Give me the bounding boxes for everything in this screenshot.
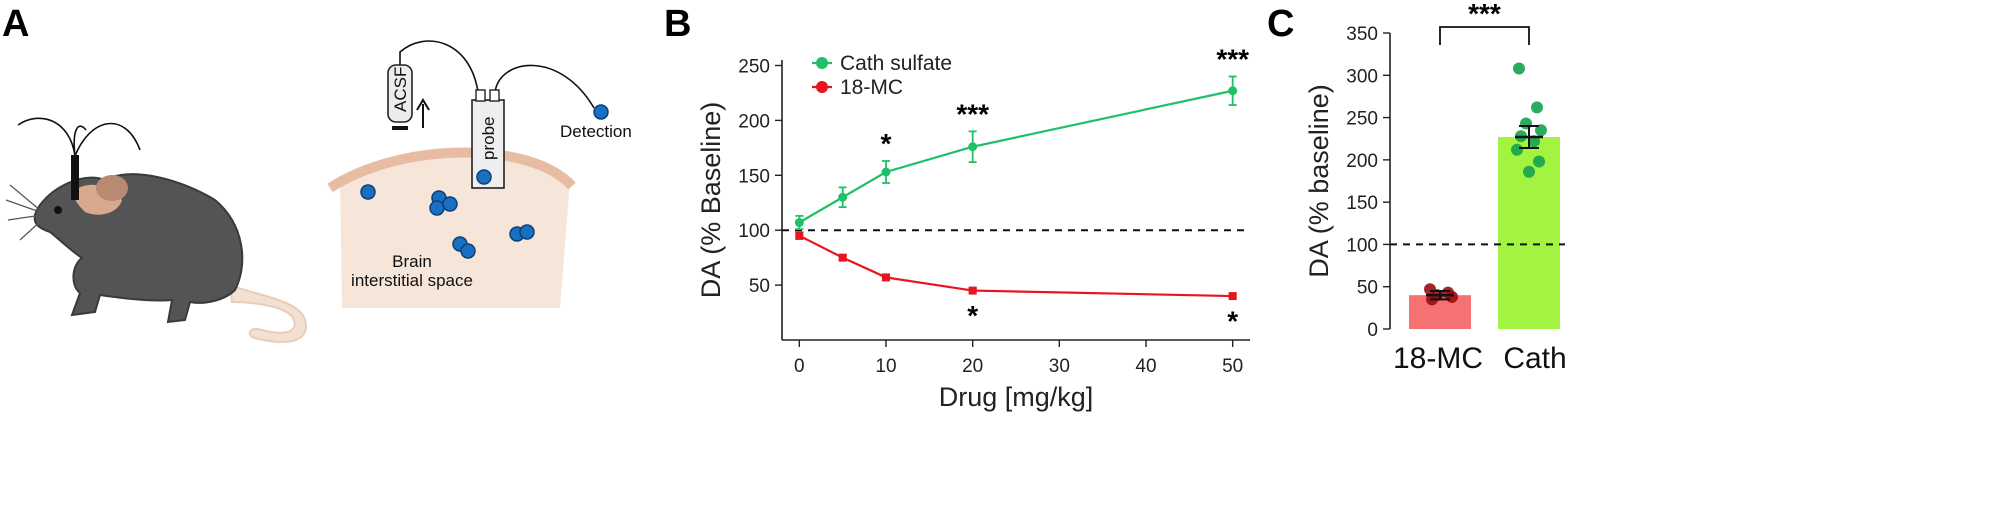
significance-marker: * — [967, 300, 978, 331]
tubing-lines — [399, 40, 595, 109]
category-label: 18-MC — [1393, 342, 1483, 375]
data-point — [794, 218, 804, 228]
line-chart: 50 100 150 200 250 0 10 20 30 40 50 Drug [mg/kg] DA … — [696, 43, 1250, 412]
brain-surface — [327, 147, 576, 193]
mouse-ear — [96, 175, 128, 201]
individual-data-point — [1531, 101, 1543, 114]
individual-data-point — [1520, 117, 1532, 130]
brain-label-line1: Brain — [392, 252, 432, 271]
y-tick-label: 150 — [1346, 193, 1378, 214]
panel-c-label: C — [1267, 3, 1294, 45]
significance-bracket — [1439, 26, 1530, 45]
legend-swatch-marker — [816, 81, 828, 93]
y-tick-label: 300 — [1346, 66, 1378, 87]
detection-label: Detection — [560, 122, 632, 141]
significance-marker: *** — [1468, 0, 1501, 29]
legend-label: 18-MC — [840, 76, 903, 99]
y-axis-label: DA (% baseline) — [1304, 84, 1334, 278]
significance-marker: *** — [1216, 43, 1249, 74]
mouse-whiskers — [5, 184, 45, 241]
bar-chart: 0 50 100 150 200 250 300 350 DA (% baseline) 18-M… — [1304, 0, 1567, 375]
significance-marker: * — [881, 128, 892, 159]
acsf-label: ACSF — [391, 67, 410, 112]
significance-marker: *** — [956, 98, 989, 129]
data-point — [1228, 86, 1238, 96]
data-point — [838, 192, 848, 202]
series-line — [798, 234, 1233, 298]
panel-c: C 0 50 100 150 200 250 300 350 DA (% baseline) 18… — [1267, 0, 1567, 375]
y-tick-label: 150 — [738, 166, 770, 187]
y-tick-label: 100 — [738, 221, 770, 242]
probe-port-right — [489, 89, 500, 102]
bar — [1409, 295, 1471, 329]
series-line — [798, 89, 1233, 224]
y-tick-label: 250 — [1346, 109, 1378, 130]
brain-tissue — [340, 151, 570, 308]
significance-marker: * — [1227, 305, 1238, 336]
x-tick-label: 30 — [1049, 356, 1070, 377]
x-tick-label: 40 — [1135, 356, 1156, 377]
mouse-eye — [54, 206, 62, 214]
panel-b: B 50 100 150 200 250 0 10 20 30 40 50 Drug [mg/kg] D… — [664, 3, 1250, 412]
panel-a: A ACSF probe Detection — [2, 3, 632, 343]
individual-data-point — [1446, 290, 1458, 303]
x-tick-label: 20 — [962, 356, 983, 377]
x-tick-label: 10 — [875, 356, 896, 377]
dopamine-molecules — [360, 169, 535, 259]
data-point — [881, 167, 891, 177]
data-point — [1228, 292, 1237, 301]
microdialysis-schematic: ACSF probe Detection Brain interstitial … — [327, 40, 632, 308]
y-tick-label: 250 — [738, 56, 770, 77]
implant-cannula — [71, 155, 79, 200]
panel-a-label: A — [2, 3, 29, 45]
individual-data-point — [1513, 62, 1525, 75]
probe-port-left — [475, 89, 486, 102]
data-point — [968, 286, 977, 295]
flow-arrow — [416, 98, 430, 128]
individual-data-point — [1535, 124, 1547, 137]
mouse-illustration — [5, 117, 307, 343]
y-tick-label: 100 — [1346, 235, 1378, 256]
y-tick-label: 350 — [1346, 24, 1378, 45]
x-axis-label: Drug [mg/kg] — [939, 382, 1094, 412]
acsf-syringe — [387, 64, 413, 123]
x-tick-label: 0 — [794, 356, 805, 377]
y-tick-label: 0 — [1367, 320, 1378, 341]
detection-molecule — [593, 104, 609, 120]
y-tick-label: 50 — [749, 276, 770, 297]
individual-data-point — [1511, 143, 1523, 156]
brain-label-line2: interstitial space — [351, 271, 473, 290]
data-point — [838, 253, 847, 262]
probe-label: probe — [479, 117, 498, 160]
mouse-tail — [228, 283, 307, 343]
data-point — [968, 142, 978, 152]
y-axis-label: DA (% Baseline) — [696, 102, 726, 299]
category-label: Cath — [1503, 342, 1566, 375]
y-tick-label: 50 — [1357, 278, 1378, 299]
legend-label: Cath sulfate — [840, 52, 952, 75]
mouse-body — [33, 173, 244, 324]
individual-data-point — [1523, 165, 1535, 178]
x-tick-label: 50 — [1222, 356, 1243, 377]
legend-swatch-marker — [816, 57, 828, 69]
tether-wires — [17, 117, 141, 157]
data-point — [795, 231, 804, 240]
data-point — [882, 273, 890, 282]
panel-b-label: B — [664, 3, 691, 45]
y-tick-label: 200 — [738, 111, 770, 132]
y-tick-label: 200 — [1346, 151, 1378, 172]
individual-data-point — [1533, 155, 1545, 168]
